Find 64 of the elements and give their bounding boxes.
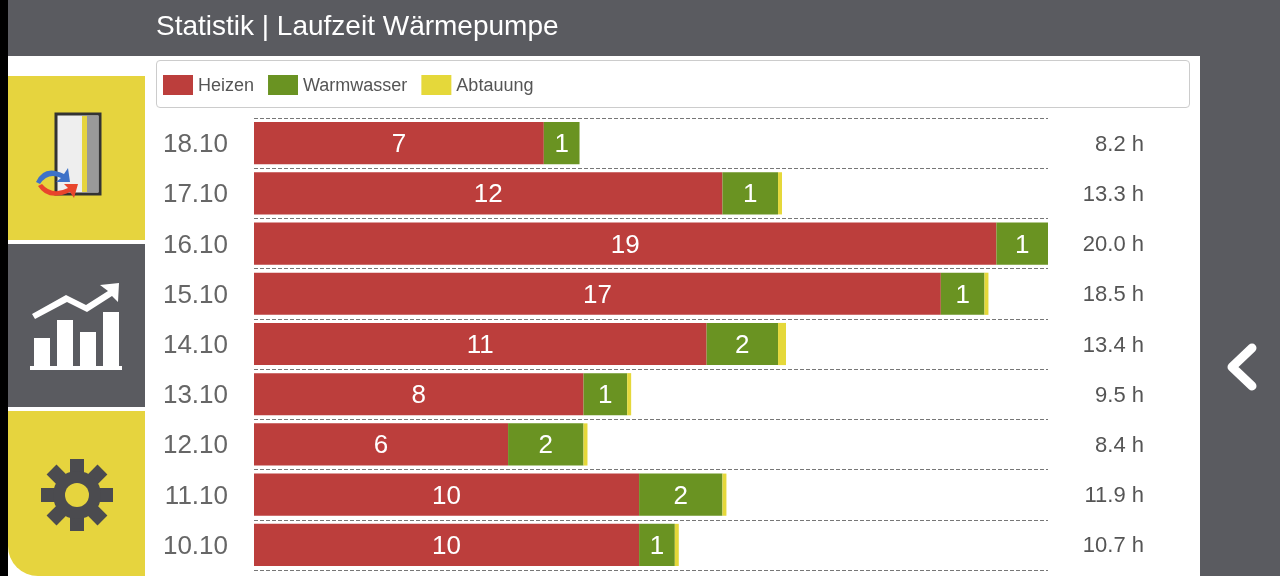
- data-label: 12: [473, 178, 503, 209]
- text: 13.3 h: [1082, 180, 1144, 206]
- bar: [254, 322, 707, 366]
- bar: [639, 523, 675, 566]
- bar: [254, 373, 584, 416]
- bar: [778, 322, 786, 366]
- data-label: 1: [598, 379, 613, 410]
- chart-title: Statistik | Laufzeit Wärmepumpe: [156, 10, 559, 42]
- data-label: 10: [432, 479, 462, 510]
- bar: [254, 122, 544, 165]
- data-label: 8: [411, 379, 426, 410]
- y-tick-label: 11.10: [164, 479, 228, 510]
- y-tick-label: 16.10: [162, 228, 228, 259]
- data-label: 2: [538, 429, 554, 460]
- data-label: 2: [673, 479, 689, 510]
- text: 11.9 h: [1084, 482, 1144, 508]
- text: 13.4 h: [1082, 331, 1144, 357]
- bar: [639, 473, 723, 516]
- data-label: 1: [1014, 228, 1030, 259]
- data-label: 6: [373, 429, 389, 460]
- bar: [674, 523, 679, 566]
- data-label: 1: [955, 278, 970, 309]
- data-label: 1: [743, 178, 758, 209]
- bar: [254, 523, 640, 566]
- text: 9.5 h: [1095, 381, 1144, 407]
- y-tick-label: 13.10: [162, 379, 228, 410]
- data-label: 11: [466, 329, 494, 359]
- bar: [254, 423, 509, 466]
- text: 8.4 h: [1095, 431, 1144, 457]
- bar: [543, 122, 580, 165]
- legend-label: Abtauung: [456, 75, 534, 95]
- text: 8.2 h: [1095, 130, 1144, 156]
- bar: [722, 473, 727, 516]
- bar: [996, 222, 1048, 265]
- data-label: 2: [735, 329, 750, 359]
- y-tick-label: 18.10: [162, 128, 228, 159]
- bar: [722, 172, 779, 215]
- bar: [254, 172, 723, 215]
- text: 10.7 h: [1082, 532, 1144, 558]
- y-tick-label: 14.10: [162, 329, 228, 359]
- legend-label: Heizen: [198, 75, 255, 95]
- bar: [627, 373, 632, 416]
- text: 20.0 h: [1082, 231, 1144, 257]
- bar: [583, 373, 628, 416]
- data-label: 10: [432, 529, 462, 560]
- legend-label: Warmwasser: [303, 75, 408, 95]
- bar: [254, 473, 640, 516]
- bar: [940, 272, 985, 315]
- y-tick-label: 15.10: [162, 278, 228, 309]
- y-tick-label: 17.10: [162, 178, 228, 209]
- data-label: 1: [554, 128, 569, 159]
- bar: [984, 272, 989, 315]
- bar: [508, 423, 584, 466]
- bar: [706, 322, 779, 366]
- text: 18.5 h: [1082, 281, 1144, 307]
- y-tick-label: 12.10: [162, 429, 228, 460]
- data-label: 19: [610, 228, 640, 259]
- data-label: 1: [649, 529, 665, 560]
- y-tick-label: 10.10: [162, 529, 228, 560]
- bar: [254, 222, 997, 265]
- bar: [254, 272, 941, 315]
- data-label: 17: [582, 278, 612, 309]
- data-label: 7: [391, 128, 407, 159]
- bar: [778, 172, 783, 215]
